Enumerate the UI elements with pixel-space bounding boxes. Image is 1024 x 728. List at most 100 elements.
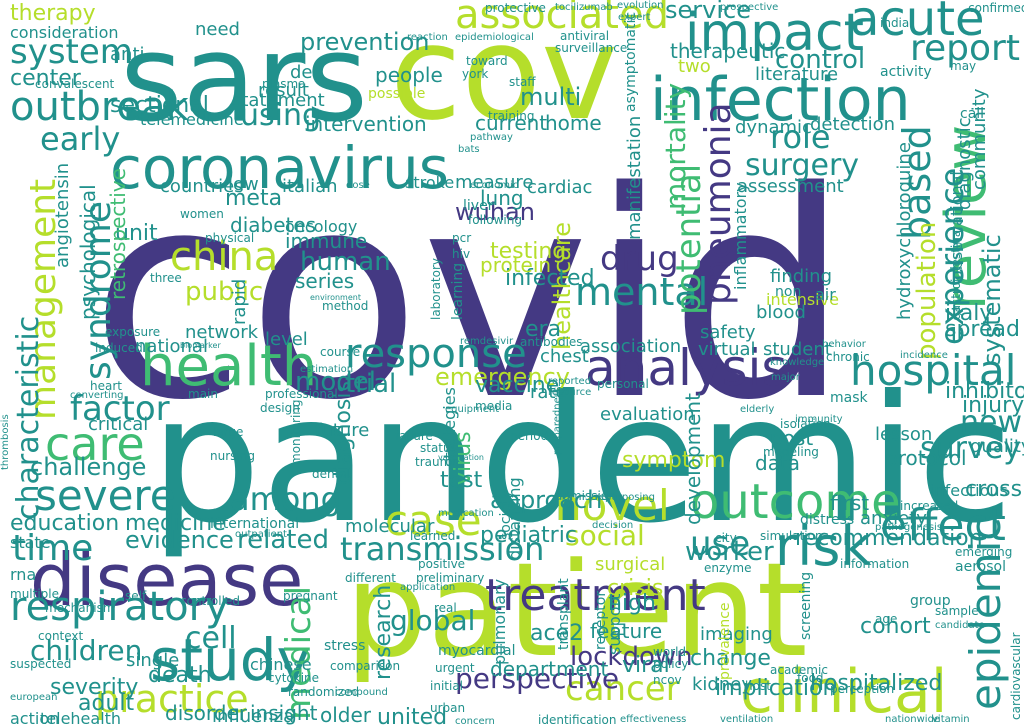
word-statement: statement xyxy=(232,90,325,111)
word-protective: protective xyxy=(485,1,546,15)
word-injury: injury xyxy=(962,393,1024,418)
word-observational: observational xyxy=(947,171,966,280)
word-european: european xyxy=(10,692,57,703)
word-age: age xyxy=(875,612,897,626)
word-cell: cell xyxy=(185,621,237,656)
word-elderly: elderly xyxy=(740,404,774,415)
word-chest: chest xyxy=(540,346,589,367)
word-sectional: sectional xyxy=(110,93,209,118)
word-course: course xyxy=(320,345,360,359)
word-behavior: behavior xyxy=(822,339,867,350)
word-prevention: prevention xyxy=(300,28,430,56)
word-emergency: emergency xyxy=(435,363,570,391)
word-level: level xyxy=(265,329,308,350)
word-personal: personal xyxy=(597,377,649,391)
word-staff: staff xyxy=(509,75,536,89)
word-real: real xyxy=(434,601,457,615)
word-healthcare: healthcare xyxy=(548,222,576,350)
word-international: international xyxy=(210,516,299,532)
word-mask: mask xyxy=(830,390,869,406)
word-evaluation: evaluation xyxy=(600,404,695,425)
word-women: women xyxy=(180,207,224,221)
word-case: case xyxy=(385,496,482,545)
word-finding: finding xyxy=(770,266,832,287)
word-italy: italy xyxy=(945,301,992,326)
word-decision: decision xyxy=(592,520,633,531)
word-prevalence: prevalence xyxy=(717,603,733,681)
word-reaction: reaction xyxy=(407,32,448,43)
word-receptor: receptor xyxy=(593,591,609,650)
word-respiratory: respiratory xyxy=(10,584,229,630)
word-global: global xyxy=(390,604,475,637)
word-two: two xyxy=(678,56,711,77)
word-population: population xyxy=(912,222,942,360)
word-china: china xyxy=(170,234,278,280)
word-low: low xyxy=(228,174,259,195)
word-older: older xyxy=(320,703,372,727)
word-care: care xyxy=(45,417,145,471)
word-pathway: pathway xyxy=(470,132,513,143)
word-remdesivir: remdesivir xyxy=(460,336,514,347)
word-controlled: controlled xyxy=(180,594,240,608)
word-molecular: molecular xyxy=(345,516,435,537)
word-early: early xyxy=(40,120,120,158)
word-series: series xyxy=(295,269,354,293)
word-pandemic: pandemic xyxy=(150,359,1013,562)
word-drug: drug xyxy=(600,239,679,279)
word-feature: feature xyxy=(590,619,662,643)
word-angiotensin: angiotensin xyxy=(52,163,73,268)
word-severe: severe xyxy=(35,471,176,520)
word-association: association xyxy=(580,336,681,357)
word-urban: urban xyxy=(430,701,465,715)
word-suspected: suspected xyxy=(10,657,71,671)
word-community: community xyxy=(969,88,990,190)
word-response: response xyxy=(345,331,527,377)
word-report: report xyxy=(910,28,1020,69)
word-three: three xyxy=(150,271,182,285)
word-epidemic: epidemic xyxy=(961,518,1010,710)
word-blood: blood xyxy=(756,302,806,323)
word-context: context xyxy=(38,629,84,643)
word-infection: infection xyxy=(650,65,911,135)
word-york: york xyxy=(462,67,488,81)
word-world: world xyxy=(653,645,686,659)
word-multiple: multiple xyxy=(10,587,59,601)
word-health: health xyxy=(140,334,317,399)
word-stroke: stroke xyxy=(405,173,454,192)
word-information: information xyxy=(840,557,909,571)
word-new: new xyxy=(960,405,1022,440)
word-surgery: surgery xyxy=(745,148,859,183)
word-intervention: intervention xyxy=(305,112,427,136)
word-laboratory: laboratory xyxy=(429,258,443,320)
word-cancer: cancer xyxy=(565,669,680,709)
word-psychological: psychological xyxy=(76,184,100,320)
word-patient: patient xyxy=(345,534,808,686)
word-associated: associated xyxy=(455,0,669,38)
word-isolation: isolation xyxy=(780,417,831,431)
word-antiviral: antiviral xyxy=(560,29,609,43)
word-nursing: nursing xyxy=(210,449,255,463)
word-ventilation: ventilation xyxy=(720,714,773,725)
word-severity: severity xyxy=(50,675,138,700)
word-anti: anti xyxy=(110,44,145,65)
word-rate: rate xyxy=(530,382,567,403)
word-chinese: chinese xyxy=(250,655,312,674)
word-possible: possible xyxy=(368,86,425,102)
word-pcr: pcr xyxy=(452,231,471,245)
word-people: people xyxy=(375,63,443,87)
word-high: high xyxy=(608,591,656,616)
word-positive: positive xyxy=(418,557,465,571)
word-toward: toward xyxy=(466,54,508,68)
word-call: call xyxy=(960,106,984,122)
word-home: home xyxy=(545,111,602,135)
word-randomized: randomized xyxy=(288,685,359,699)
word-de: de xyxy=(290,62,313,83)
word-hydroxychloroquine: hydroxychloroquine xyxy=(894,142,915,320)
word-center: center xyxy=(10,66,82,91)
word-screening: screening xyxy=(798,572,814,640)
word-experience: experience xyxy=(933,168,971,345)
word-rna: rna xyxy=(10,565,36,584)
word-trial: trial xyxy=(345,369,396,399)
word-hiv: hiv xyxy=(452,247,470,261)
